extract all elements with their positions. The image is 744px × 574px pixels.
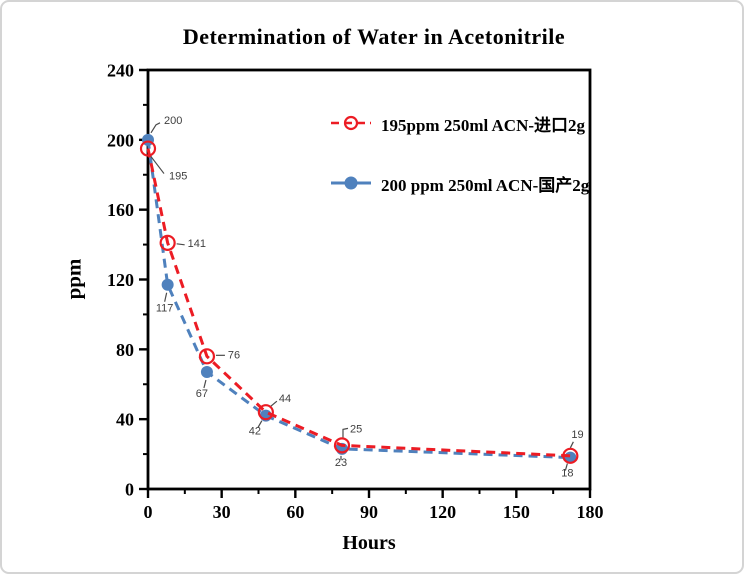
y-tick-label: 200 — [107, 130, 134, 150]
y-axis-title: ppm — [61, 258, 86, 300]
y-tick-label: 80 — [116, 340, 134, 360]
label-leader-line — [150, 122, 161, 134]
legend-entry-imported: 195ppm 250ml ACN-进口2g — [330, 112, 589, 135]
legend-label-imported: 195ppm 250ml ACN-进口2g — [381, 115, 586, 135]
data-point-label: 141 — [188, 238, 206, 250]
x-axis-title: Hours — [342, 532, 396, 554]
legend-marker-blue-line-filled-circle-icon — [331, 176, 371, 190]
label-leader-line — [342, 427, 349, 438]
data-point-label: 200 — [164, 115, 182, 127]
data-point-marker — [562, 447, 579, 464]
y-tick-label: 160 — [107, 200, 134, 220]
data-point-marker — [333, 437, 351, 454]
legend-label-domestic: 200 ppm 250ml ACN-国产2g — [381, 175, 590, 195]
x-tick-label: 180 — [577, 502, 604, 522]
data-point-label: 44 — [279, 393, 291, 405]
series-line-0 — [146, 148, 571, 458]
x-tick-label: 150 — [503, 502, 530, 522]
label-leader-line — [164, 292, 168, 302]
data-point-label: 18 — [561, 468, 573, 480]
x-tick-label: 120 — [429, 502, 456, 522]
data-point-marker — [159, 234, 176, 251]
data-point-label: 42 — [249, 426, 261, 438]
legend-marker-red-dashed-open-circle-icon — [331, 115, 371, 131]
y-tick-label: 240 — [107, 61, 134, 81]
data-point-marker — [161, 278, 174, 291]
data-point-label: 23 — [335, 457, 347, 469]
x-tick-label: 30 — [213, 502, 231, 522]
x-tick-label: 60 — [286, 502, 304, 522]
y-tick-label: 40 — [116, 410, 134, 430]
x-tick-label: 0 — [144, 502, 153, 522]
chart-title: Determination of Water in Acetonitrile — [182, 24, 566, 49]
legend-entry-domestic: 200 ppm 250ml ACN-国产2g — [330, 172, 590, 195]
series-line-1 — [146, 139, 571, 460]
label-leader-line — [257, 420, 263, 428]
data-point-label: 117 — [156, 303, 174, 315]
data-point-label: 76 — [228, 349, 240, 361]
data-point-marker — [200, 366, 213, 379]
label-leader-line — [203, 379, 207, 389]
label-leader-line — [569, 441, 574, 449]
label-leader-line — [150, 156, 165, 174]
label-leader-line — [564, 463, 568, 471]
data-point-label: 195 — [169, 171, 187, 183]
data-point-marker — [257, 404, 274, 421]
legend: 195ppm 250ml ACN-进口2g 200 ppm 250ml ACN-… — [330, 112, 590, 195]
y-tick-label: 0 — [125, 480, 134, 500]
label-leader-line — [270, 400, 278, 407]
y-tick-label: 120 — [107, 270, 134, 290]
data-point-label: 19 — [571, 429, 583, 441]
x-tick-label: 90 — [360, 502, 378, 522]
label-leader-line — [176, 243, 185, 246]
data-point-marker — [198, 348, 216, 365]
data-point-label: 67 — [196, 388, 208, 400]
data-point-marker — [139, 140, 157, 157]
data-point-label: 25 — [350, 423, 362, 435]
